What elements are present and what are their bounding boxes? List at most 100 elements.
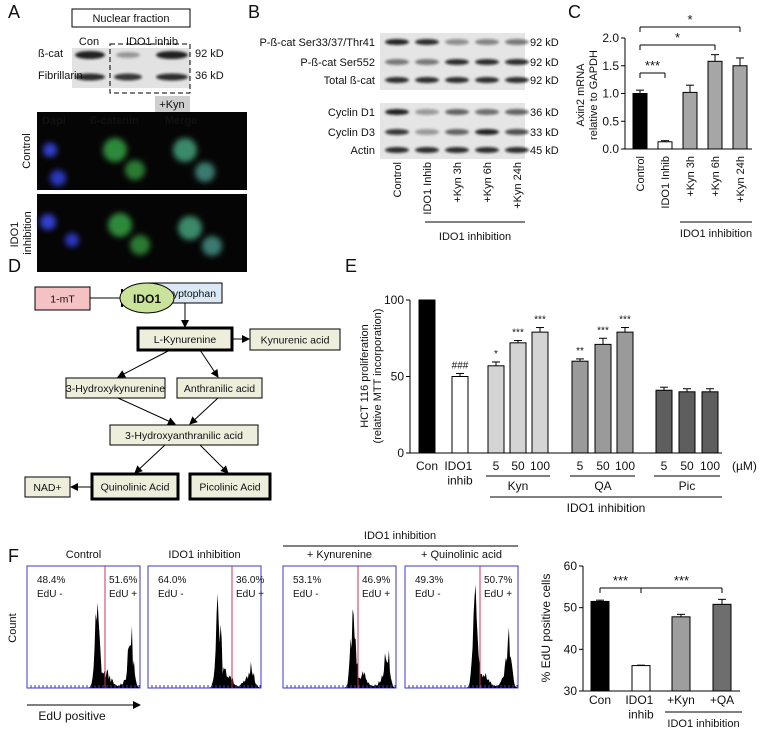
plot-frame — [147, 565, 262, 689]
blot-band — [156, 51, 188, 59]
bar — [671, 616, 691, 692]
bar — [712, 603, 732, 692]
blot-band — [505, 147, 529, 153]
blot-band — [415, 109, 439, 115]
label: 64.0% — [158, 575, 186, 586]
node-label: IDO1 — [133, 292, 161, 306]
label: +Kyn 24h — [512, 162, 524, 209]
plot-frame — [26, 565, 141, 689]
cell — [103, 138, 127, 162]
error-bar — [661, 140, 669, 142]
label: Kyn — [508, 479, 529, 493]
panel-letter: B — [248, 2, 260, 22]
label: Control — [66, 549, 101, 561]
bar — [509, 342, 527, 454]
y-tick-label: 0.5 — [602, 114, 619, 128]
x-tick-label: 100 — [615, 459, 635, 473]
label: 33 kD — [530, 127, 559, 139]
label: IDO1 inhibition — [439, 231, 511, 243]
error-bar — [683, 388, 691, 392]
x-tick-label: 100 — [530, 459, 550, 473]
label: +Kyn 3h — [452, 162, 464, 203]
bar — [594, 343, 612, 454]
significance-label: ** — [576, 346, 584, 357]
blot-band — [505, 39, 529, 45]
label: Count — [7, 613, 19, 642]
error-bar — [456, 372, 464, 377]
node-label: 1-mT — [50, 294, 75, 306]
label: IDO1 inhibition — [680, 228, 752, 240]
error-bar — [706, 388, 714, 392]
label: Pic — [679, 479, 696, 493]
significance-label: ### — [452, 360, 469, 371]
x-tick-label: 5 — [493, 459, 500, 473]
label: ß-catenin — [90, 115, 139, 127]
blot-band — [445, 77, 469, 83]
blot-band — [475, 147, 499, 153]
node-label: Kynurenic acid — [261, 335, 330, 347]
y-tick-label: 0.0 — [602, 142, 619, 156]
bar — [631, 665, 651, 692]
arrow — [117, 349, 171, 378]
cell — [43, 143, 57, 157]
x-tick-label: 100 — [700, 459, 720, 473]
bar — [707, 60, 723, 150]
label: EdU - — [158, 589, 184, 600]
label: Control — [21, 133, 33, 168]
label: +Kyn 6h — [482, 162, 494, 203]
cell — [130, 235, 150, 255]
bar — [701, 391, 719, 454]
label: P-ß-cat Ser552 — [300, 57, 375, 69]
blot-band — [415, 77, 439, 83]
label: EdU + — [109, 589, 137, 600]
label: 92 kD — [195, 48, 224, 60]
x-tick-label: +Kyn 6h — [710, 156, 722, 197]
label: Cyclin D3 — [328, 127, 375, 139]
arrow — [199, 444, 229, 474]
label: 92 kD — [530, 57, 559, 69]
x-tick-label: Con — [416, 459, 438, 473]
label: P-ß-cat Ser33/37/Thr41 — [259, 37, 375, 49]
label: EdU + — [236, 589, 264, 600]
significance-label: *** — [597, 325, 609, 336]
label: IDO1 inhibition — [168, 549, 240, 561]
bar — [682, 91, 698, 150]
error-bar — [596, 599, 604, 602]
significance-label: *** — [619, 315, 631, 326]
bar — [590, 600, 610, 692]
histogram — [405, 584, 518, 688]
label: EdU + — [362, 589, 390, 600]
blot-band — [75, 73, 105, 81]
blot-band — [385, 39, 409, 45]
cell — [202, 236, 222, 256]
significance-label: *** — [674, 573, 689, 588]
label: Merge — [165, 115, 197, 127]
bar — [732, 65, 748, 150]
histogram — [148, 593, 261, 688]
blot-band — [385, 59, 409, 65]
blot-band — [415, 39, 439, 45]
blot-band — [415, 129, 439, 135]
blot-band — [505, 77, 529, 83]
node-box — [249, 328, 341, 351]
bar — [657, 141, 673, 150]
plot-frame — [404, 565, 519, 689]
y-axis-label: relative to GAPDH — [588, 50, 600, 140]
label: IDO1 inhib — [126, 36, 178, 48]
label: +Kyn — [159, 99, 184, 111]
bar — [678, 391, 696, 454]
x-tick-label: 50 — [680, 459, 694, 473]
x-tick-label: +Kyn 24h — [735, 156, 747, 203]
blot-band — [114, 73, 142, 81]
blot-band — [445, 109, 469, 115]
node-box — [136, 326, 234, 352]
blot-band — [505, 109, 529, 115]
blot-band — [385, 147, 409, 153]
node-label: 3-Hydroxyanthranilic acid — [125, 430, 243, 442]
panel-letter: F — [8, 546, 19, 566]
blot-band — [385, 129, 409, 135]
cell — [178, 216, 202, 240]
x-tick-label: 50 — [511, 459, 525, 473]
y-tick-label: 60 — [564, 559, 578, 573]
